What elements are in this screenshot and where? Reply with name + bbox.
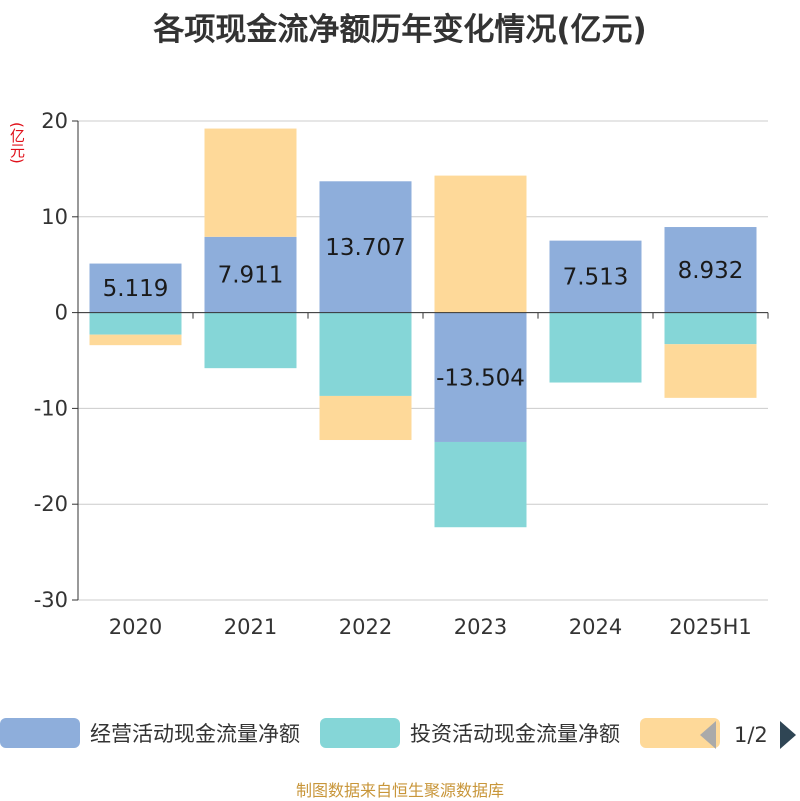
y-axis-unit-label: (亿元)	[8, 122, 26, 164]
legend-item-investing[interactable]: 投资活动现金流量净额	[320, 718, 620, 748]
bar-value-label: 13.707	[325, 235, 405, 261]
y-tick-label: 20	[41, 109, 68, 133]
bar-series0	[89, 263, 182, 313]
bar-value-label: 8.932	[678, 258, 744, 284]
legend: 经营活动现金流量净额 投资活动现金流量净额 1/2	[0, 716, 800, 752]
bar-series1	[319, 312, 412, 396]
bar-series0	[664, 227, 757, 313]
legend-next-page-icon[interactable]	[779, 721, 796, 749]
bar-series2	[89, 334, 182, 346]
y-tick-label: -20	[34, 492, 68, 516]
x-tick-label: 2023	[454, 615, 507, 639]
legend-pager: 1/2	[700, 718, 796, 752]
bar-value-label: 7.513	[563, 265, 629, 291]
bar-value-label: -13.504	[436, 365, 525, 391]
bar-series1	[89, 312, 182, 335]
legend-swatch-operating	[0, 718, 80, 748]
bar-series0	[319, 181, 412, 313]
x-tick-label: 2024	[569, 615, 622, 639]
legend-label-operating: 经营活动现金流量净额	[90, 722, 300, 746]
data-source-note: 制图数据来自恒生聚源数据库	[295, 781, 504, 800]
y-tick-label: -10	[34, 396, 68, 420]
bar-series2	[319, 395, 412, 441]
bar-series1	[549, 312, 642, 383]
x-tick-label: 2020	[109, 615, 162, 639]
legend-swatch-investing	[320, 718, 400, 748]
bar-value-label: 5.119	[103, 276, 169, 302]
bar-series0	[434, 312, 527, 442]
bar-series1	[664, 312, 757, 345]
x-tick-label: 2022	[339, 615, 392, 639]
legend-prev-page-icon[interactable]	[700, 721, 716, 749]
y-tick-label: 10	[41, 205, 68, 229]
chart-title: 各项现金流净额历年变化情况(亿元)	[153, 12, 647, 48]
bar-series0	[204, 236, 297, 313]
y-tick-label: -30	[34, 588, 68, 612]
legend-item-operating[interactable]: 经营活动现金流量净额	[0, 718, 300, 748]
bar-series2	[664, 344, 757, 398]
bar-series2	[434, 175, 527, 313]
legend-label-investing: 投资活动现金流量净额	[410, 722, 620, 746]
bar-series2	[204, 128, 297, 237]
bar-series1	[434, 441, 527, 528]
x-tick-label: 2021	[224, 615, 277, 639]
legend-page-indicator: 1/2	[734, 723, 768, 747]
bar-series1	[204, 312, 297, 369]
y-tick-label: 0	[55, 301, 68, 325]
stacked-bar-chart: 20 10 0 -10 -20 -30 5.119 7.911 13.707 -13.504 7.5…	[34, 109, 769, 639]
x-tick-label: 2025H1	[669, 615, 752, 639]
bar-series0	[549, 240, 642, 313]
bar-value-label: 7.911	[218, 263, 284, 289]
